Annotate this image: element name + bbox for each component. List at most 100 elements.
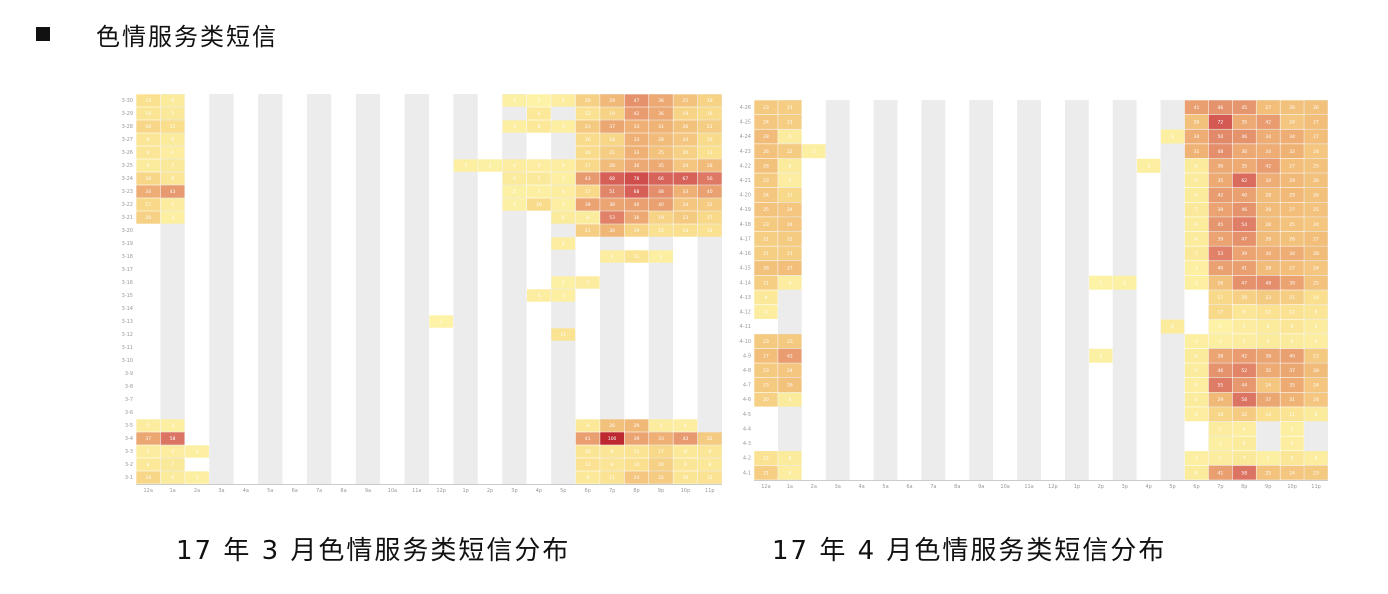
cell-value-label: 34 xyxy=(1265,149,1271,155)
cell-value-label: 29 xyxy=(634,423,640,429)
cell-value-label: 19 xyxy=(609,111,615,117)
heatmap-cell xyxy=(1304,217,1328,232)
heatmap-cell xyxy=(697,198,722,211)
y-tick-label: 4-15 xyxy=(740,266,751,272)
y-tick-label: 3-9 xyxy=(125,371,133,377)
cell-value-label: 4 xyxy=(684,423,687,429)
heatmap-cell xyxy=(778,392,802,407)
heatmap-cell xyxy=(649,146,673,159)
y-tick-label: 4-21 xyxy=(740,178,751,184)
heatmap-cell xyxy=(1184,392,1209,407)
heatmap-cell xyxy=(778,217,802,232)
cell-value-label: 3 xyxy=(464,163,467,169)
cell-value-label: 18 xyxy=(1218,412,1224,418)
heatmap-cell xyxy=(778,465,802,480)
cell-value-label: 31 xyxy=(1194,149,1200,155)
heatmap-cell xyxy=(1280,465,1304,480)
heatmap-cell xyxy=(624,432,649,445)
cell-value-label: 5 xyxy=(660,423,663,429)
cell-value-label: 28 xyxy=(1265,236,1271,242)
column-stripe xyxy=(801,100,826,480)
cell-value-label: 11 xyxy=(560,332,566,338)
heatmap-cell xyxy=(600,250,625,263)
cell-value-label: 21 xyxy=(609,150,615,156)
heatmap-cell xyxy=(649,419,673,432)
heatmap-cell xyxy=(649,159,673,172)
heatmap-cell xyxy=(1304,407,1328,422)
x-tick-label: 6p xyxy=(585,488,591,494)
y-tick-label: 3-8 xyxy=(125,384,133,390)
cell-value-label: 24 xyxy=(1313,266,1319,272)
x-tick-label: 11p xyxy=(1311,484,1321,490)
cell-value-label: 78 xyxy=(634,176,640,182)
cell-value-label: 27 xyxy=(1289,207,1295,213)
cell-value-label: 28 xyxy=(609,163,615,169)
heatmap-cell xyxy=(624,133,649,146)
cell-value-label: 24 xyxy=(1313,149,1319,155)
cell-value-label: 12 xyxy=(707,475,713,481)
heatmap-cell xyxy=(1256,275,1280,290)
cell-value-label: 8 xyxy=(586,475,589,481)
heatmap-cell xyxy=(673,458,698,471)
heatmap-cell xyxy=(697,445,722,458)
cell-value-label: 24 xyxy=(1313,222,1319,228)
heatmap-cell xyxy=(600,107,625,120)
heatmap-cell xyxy=(575,159,600,172)
cell-value-label: 6 xyxy=(1195,470,1198,476)
cell-value-label: 10 xyxy=(145,111,151,117)
cell-value-label: 6 xyxy=(1195,353,1198,359)
heatmap-cell xyxy=(1184,100,1209,115)
cell-value-label: 58 xyxy=(170,436,176,442)
cell-value-label: 36 xyxy=(658,111,664,117)
y-tick-label: 3-10 xyxy=(122,358,133,364)
cell-value-label: 48 xyxy=(658,189,664,195)
cell-value-label: 36 xyxy=(658,98,664,104)
cell-value-label: 22 xyxy=(787,149,793,155)
column-stripe xyxy=(453,94,478,484)
heatmap-cell xyxy=(1232,246,1256,261)
column-stripe xyxy=(429,94,454,484)
cell-value-label: 36 xyxy=(1241,149,1247,155)
heatmap-cell xyxy=(600,120,625,133)
cell-value-label: 46 xyxy=(1241,134,1247,140)
cell-value-label: 44 xyxy=(1241,383,1247,389)
cell-value-label: 3 xyxy=(1195,456,1198,462)
heatmap-cell xyxy=(575,419,600,432)
cell-value-label: 5 xyxy=(147,423,150,429)
cell-value-label: 4 xyxy=(171,150,174,156)
heatmap-cell xyxy=(160,172,185,185)
heatmap-cell xyxy=(160,471,185,484)
column-stripe xyxy=(502,94,527,484)
heatmap-cell xyxy=(600,471,625,484)
cell-value-label: 23 xyxy=(763,383,769,389)
heatmap-cell xyxy=(1184,246,1209,261)
heatmap-cell xyxy=(697,211,722,224)
cell-value-label: 5 xyxy=(1219,426,1222,432)
cell-value-label: 4 xyxy=(765,310,768,316)
cell-value-label: 3 xyxy=(1195,339,1198,345)
cell-value-label: 39 xyxy=(1289,280,1295,286)
cell-value-label: 6 xyxy=(1291,339,1294,345)
heatmap-cell xyxy=(754,144,778,159)
cell-value-label: 45 xyxy=(1218,222,1224,228)
heatmap-cell xyxy=(575,146,600,159)
y-tick-label: 4-26 xyxy=(740,105,751,111)
y-tick-label: 4-10 xyxy=(740,339,751,345)
heatmap-cell xyxy=(673,146,698,159)
column-stripe xyxy=(624,94,649,484)
cell-value-label: 24 xyxy=(787,222,793,228)
heatmap-cell xyxy=(502,94,527,107)
column-stripe xyxy=(673,94,698,484)
cell-value-label: 21 xyxy=(1289,295,1295,301)
heatmap-cell xyxy=(1184,187,1209,203)
heatmap-cell xyxy=(600,146,625,159)
cell-value-label: 37 xyxy=(1265,397,1271,403)
x-tick-label: 9a xyxy=(365,488,371,494)
heatmap-cell xyxy=(754,246,778,261)
heatmap-cell xyxy=(502,120,527,133)
y-tick-label: 4-13 xyxy=(740,295,751,301)
cell-value-label: 58 xyxy=(1241,470,1247,476)
heatmap-cell xyxy=(136,419,161,432)
cell-value-label: 3 xyxy=(562,176,565,182)
heatmap-cell xyxy=(778,173,802,188)
